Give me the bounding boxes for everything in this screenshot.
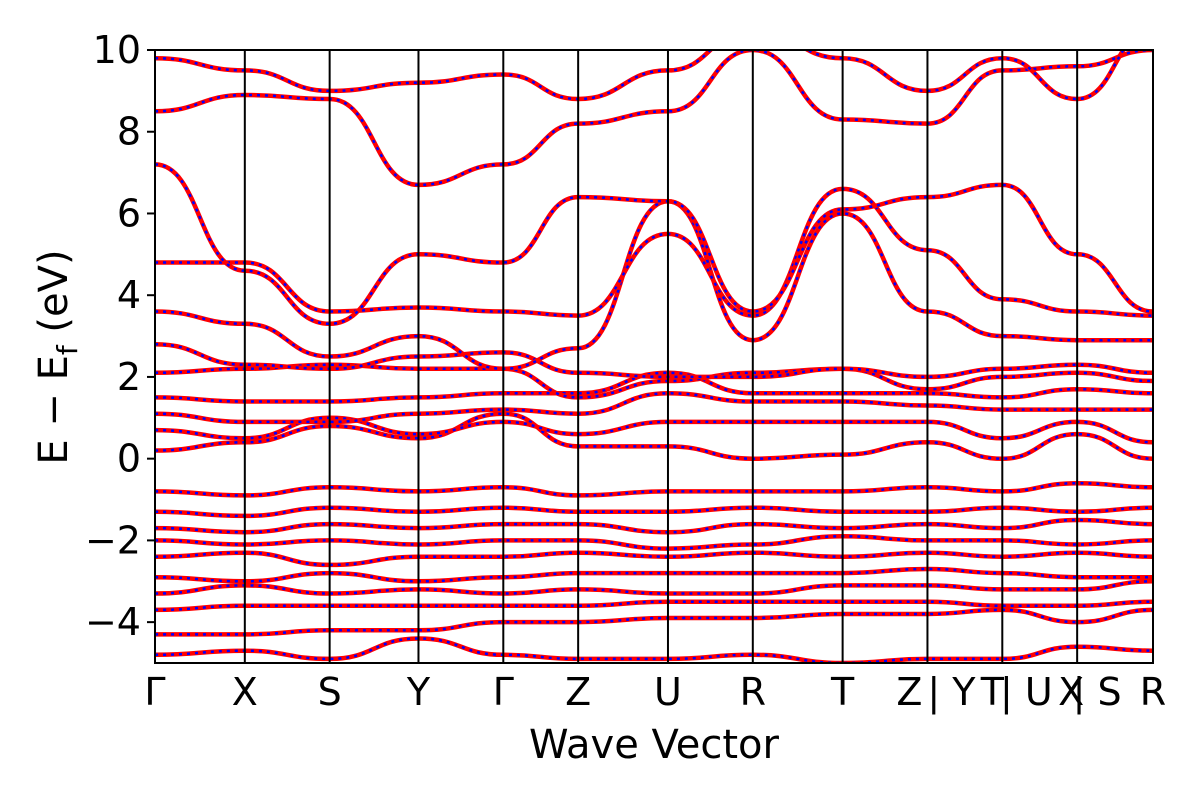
y-tick-label: 2 <box>117 355 141 399</box>
y-tick-label: −4 <box>85 600 141 644</box>
x-tick-label: Z <box>565 670 591 714</box>
x-tick-label: R <box>740 670 766 714</box>
x-tick-label: | Y <box>927 670 976 715</box>
y-axis-ticks: −4 −2 0 2 4 6 8 10 <box>85 28 155 644</box>
x-tick-label: R <box>1140 670 1166 714</box>
x-tick-label: S <box>318 670 342 714</box>
x-axis-label: Wave Vector <box>529 722 780 768</box>
y-tick-label: 4 <box>117 273 141 317</box>
segment-boundary-lines <box>243 50 1079 663</box>
x-tick-label: X <box>1058 670 1084 714</box>
x-tick-label: U <box>654 670 682 714</box>
x-tick-label: | S <box>1073 670 1122 715</box>
plot-frame <box>154 49 1154 664</box>
x-tick-label: X <box>232 670 258 714</box>
y-tick-label: 0 <box>117 437 141 481</box>
y-axis-label-sub: f <box>51 344 84 355</box>
y-tick-label: 6 <box>117 191 141 235</box>
band-line-dotted <box>155 637 1153 663</box>
y-axis-label-main: E − E <box>31 355 77 465</box>
band-line-dotted <box>155 199 1153 371</box>
x-tick-label: T <box>830 670 855 714</box>
x-tick-label: | U <box>1000 670 1053 715</box>
y-tick-label: 10 <box>93 28 141 72</box>
x-tick-label: T <box>980 670 1005 714</box>
x-tick-label: Y <box>406 670 431 714</box>
x-tick-label: Z <box>896 670 922 714</box>
y-axis-label-unit: (eV) <box>31 249 77 345</box>
y-tick-label: 8 <box>117 110 141 154</box>
y-axis-label: E − Ef (eV) <box>31 249 84 464</box>
x-tick-label: Γ <box>144 670 165 714</box>
y-tick-label: −2 <box>85 518 141 562</box>
x-tick-label: Γ <box>493 670 514 714</box>
